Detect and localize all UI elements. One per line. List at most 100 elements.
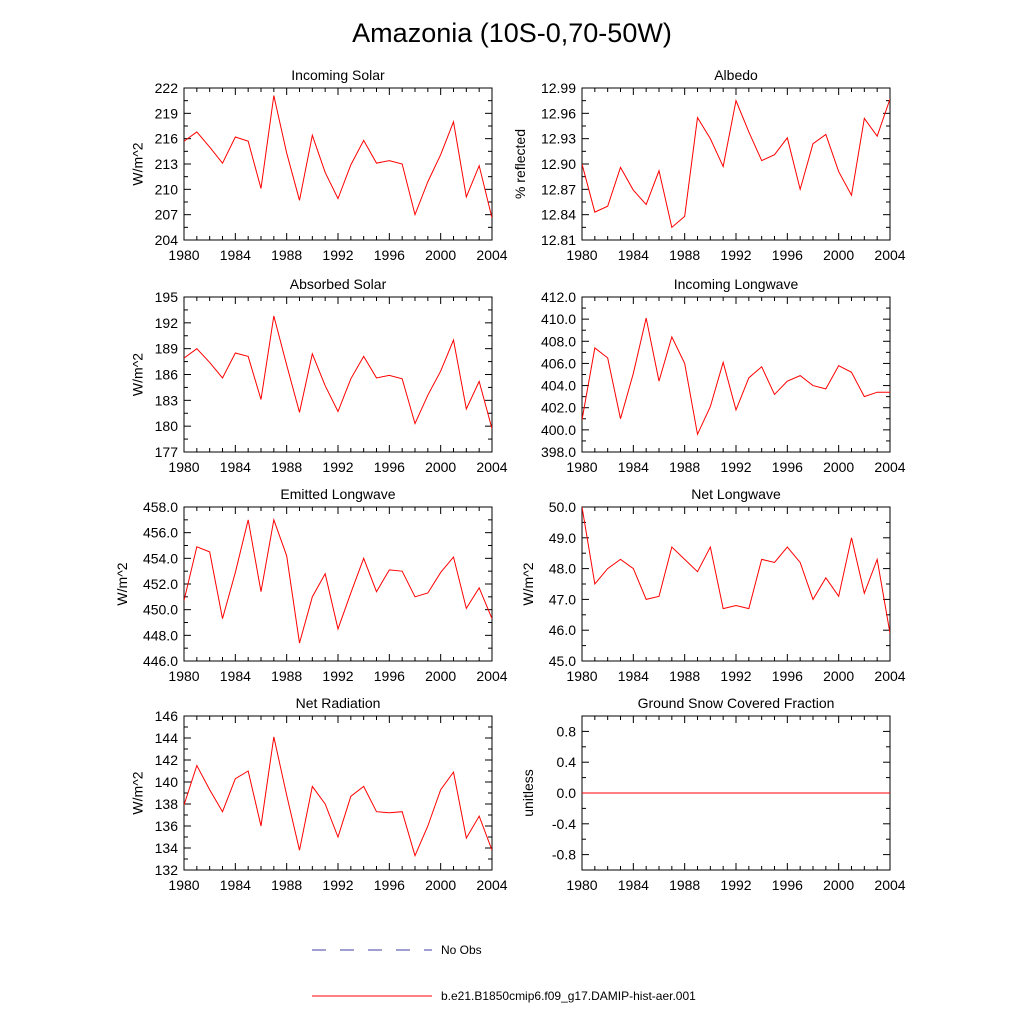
panel-title: Albedo [714,67,758,83]
y-tick-label: 207 [155,207,179,223]
panel-title: Incoming Solar [291,67,385,83]
x-tick-label: 1988 [669,668,700,684]
y-tick-label: 12.99 [541,80,576,96]
y-tick-label: 452.0 [143,576,178,592]
y-tick-label: 0.4 [557,754,577,770]
x-tick-label: 1996 [374,247,405,263]
y-tick-label: 180 [155,418,179,434]
figure-title: Amazonia (10S-0,70-50W) [352,18,672,48]
panel-title: Incoming Longwave [674,276,799,292]
y-tick-label: 446.0 [143,653,178,669]
panel-title: Net Radiation [296,695,381,711]
x-tick-label: 2000 [823,247,854,263]
y-tick-label: 186 [155,367,179,383]
y-tick-label: 204 [155,232,179,248]
x-tick-label: 2000 [425,459,456,475]
x-tick-label: 1984 [618,459,649,475]
x-tick-label: 2004 [874,877,905,893]
x-tick-label: 1988 [669,877,700,893]
panel-albedo: Albedo 12.81 12.84 12.87 12.90 12.93 12.96 12.9… [512,67,906,263]
y-tick-label: 0.0 [557,785,577,801]
y-tick-label: 12.87 [541,181,576,197]
y-axis-label: W/m^2 [520,562,536,605]
series-line [184,736,492,858]
x-tick-label: 1988 [669,247,700,263]
y-tick-label: 213 [155,156,179,172]
y-tick-label: 48.0 [549,561,576,577]
panel-title: Ground Snow Covered Fraction [638,695,835,711]
panel-incoming-longwave: Incoming Longwave 398.0 400.0 402.0 404.0 406… [541,276,906,475]
plot-frame [183,296,493,453]
series-line [582,507,890,634]
x-tick-label: 1984 [618,668,649,684]
x-tick-label: 1992 [322,459,353,475]
x-tick-label: 1996 [772,459,803,475]
y-tick-label: 177 [155,444,179,460]
y-axis-label: W/m^2 [130,353,146,396]
panel-net-longwave: Net Longwave 45.0 46.0 47.0 48.0 49.0 50.0 1980… [520,486,906,684]
x-tick-label: 2004 [476,247,507,263]
x-tick-label: 2000 [823,877,854,893]
y-axis-label: W/m^2 [130,771,146,814]
x-tick-label: 1988 [669,459,700,475]
series-line [582,98,890,229]
x-tick-label: 1996 [374,877,405,893]
x-tick-label: 1980 [566,877,597,893]
legend: No Obs b.e21.B1850cmip6.f09_g17.DAMIP-hi… [312,943,696,1003]
y-axis-label: unitless [520,769,536,816]
y-axis-label: W/m^2 [114,562,130,605]
x-tick-label: 1992 [720,459,751,475]
y-tick-label: -0.4 [552,816,576,832]
x-tick-label: 2004 [874,668,905,684]
y-tick-label: 142 [155,752,179,768]
y-tick-label: 12.96 [541,105,576,121]
legend-model-label: b.e21.B1850cmip6.f09_g17.DAMIP-hist-aer.… [441,989,696,1003]
y-tick-label: 398.0 [541,444,576,460]
plot-frame [581,296,891,453]
x-tick-label: 1984 [618,247,649,263]
x-tick-label: 1980 [566,668,597,684]
y-tick-label: 408.0 [541,333,576,349]
y-tick-label: 410.0 [541,311,576,327]
y-tick-label: 412.0 [541,289,576,305]
panel-ground-snow-covered-fraction: Ground Snow Covered Fraction -0.8 -0.4 0.0 0… [520,695,906,893]
x-tick-label: 1992 [322,247,353,263]
x-tick-label: 1992 [322,668,353,684]
x-tick-label: 1980 [168,877,199,893]
y-tick-label: 222 [155,80,179,96]
y-tick-label: 12.90 [541,156,576,172]
x-tick-label: 2004 [476,668,507,684]
y-tick-label: 50.0 [549,499,576,515]
y-tick-label: 404.0 [541,378,576,394]
y-tick-label: 458.0 [143,499,178,515]
y-tick-label: 12.93 [541,131,576,147]
y-tick-label: 448.0 [143,627,178,643]
y-tick-label: 216 [155,131,179,147]
plot-frame [581,506,891,662]
y-axis-label: W/m^2 [130,142,146,185]
x-tick-label: 1992 [720,877,751,893]
x-tick-label: 2000 [425,668,456,684]
x-tick-label: 1988 [271,668,302,684]
y-tick-label: 134 [155,840,179,856]
y-tick-label: 12.81 [541,232,576,248]
x-tick-label: 2004 [874,459,905,475]
y-tick-label: 140 [155,774,179,790]
x-tick-label: 1980 [168,459,199,475]
x-tick-label: 2000 [425,877,456,893]
x-tick-label: 1980 [168,668,199,684]
y-axis-label: % reflected [512,129,528,199]
panel-title: Absorbed Solar [290,276,387,292]
x-tick-label: 1988 [271,459,302,475]
x-tick-label: 1996 [374,459,405,475]
y-tick-label: 47.0 [549,591,576,607]
x-tick-label: 2000 [823,668,854,684]
panel-emitted-longwave: Emitted Longwave 446.0 448.0 450.0 452.0 454.… [114,486,508,684]
y-tick-label: 49.0 [549,530,576,546]
plot-frame [183,87,493,241]
x-tick-label: 1992 [720,247,751,263]
y-tick-label: 146 [155,708,179,724]
series-line [184,315,492,429]
x-tick-label: 2000 [823,459,854,475]
